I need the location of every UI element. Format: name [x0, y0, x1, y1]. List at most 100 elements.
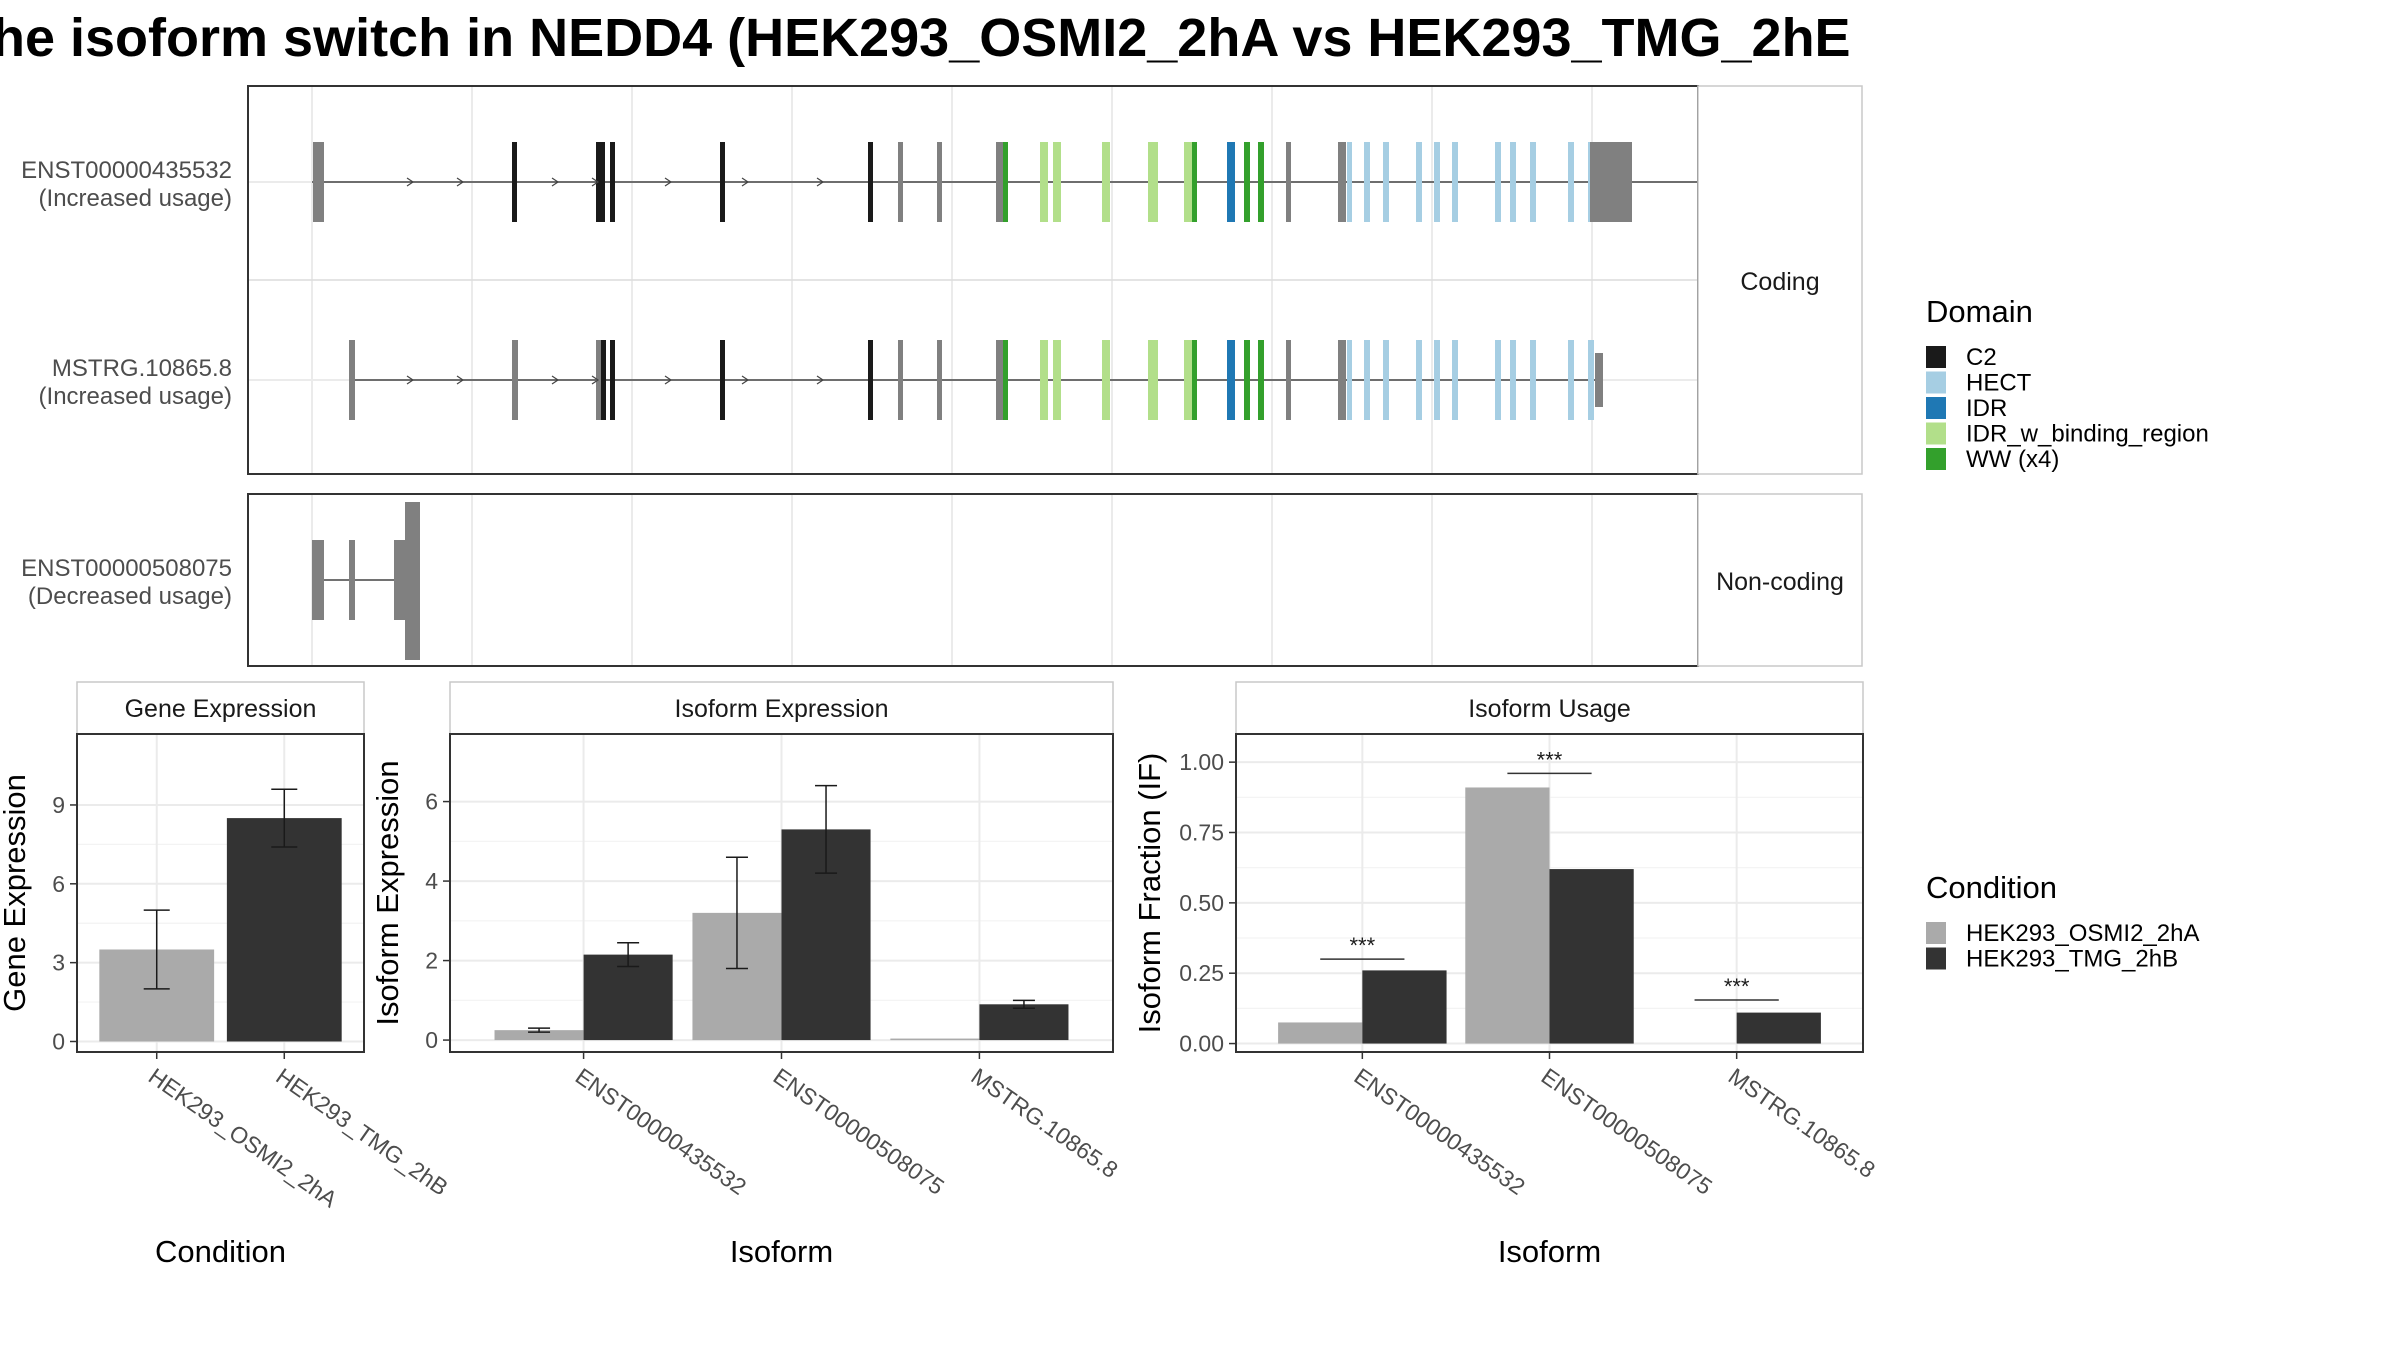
legend-label: IDR_w_binding_region	[1966, 421, 2209, 448]
exon	[1338, 340, 1346, 420]
exon	[1416, 340, 1422, 420]
isoform-structure-plot: CodingNon-codingENST00000435532(Increase…	[21, 85, 1863, 667]
exon	[1434, 340, 1440, 420]
noncoding-panel-bg	[248, 494, 1698, 666]
isoform-label-usage: (Increased usage)	[39, 185, 232, 212]
strand-arrow	[591, 375, 600, 385]
exon	[1383, 340, 1389, 420]
y-tick-label: 0.25	[1179, 960, 1224, 986]
exon	[610, 142, 615, 222]
exon	[1192, 142, 1197, 222]
exon	[1364, 142, 1370, 222]
y-tick-label: 6	[52, 871, 65, 897]
exon	[512, 142, 517, 222]
panel-border	[76, 733, 365, 1053]
utr-exon	[405, 502, 420, 660]
panel-title: Isoform Usage	[1468, 695, 1631, 723]
legend-label: HECT	[1966, 370, 2032, 397]
exon	[937, 340, 942, 420]
isoform-label-id: MSTRG.10865.8	[52, 355, 232, 382]
exon	[1530, 340, 1536, 420]
legend-label: IDR	[1966, 395, 2007, 422]
exon	[1568, 142, 1574, 222]
exon	[1040, 340, 1048, 420]
strand-arrow	[816, 375, 825, 385]
isoform-label-id: ENST00000508075	[21, 555, 232, 582]
y-tick-label: 0	[425, 1027, 438, 1053]
exon	[601, 340, 606, 420]
legend-swatch	[1926, 397, 1946, 419]
exon	[996, 340, 1003, 420]
panel-title: Isoform Expression	[675, 695, 889, 723]
x-tick-label: ENST00000435532	[571, 1063, 751, 1200]
exon	[1184, 340, 1192, 420]
exon	[610, 340, 615, 420]
x-tick-label: ENST00000508075	[769, 1063, 949, 1200]
exon	[868, 340, 873, 420]
exon	[720, 340, 725, 420]
coding-strip-label: Coding	[1740, 268, 1819, 296]
x-tick-label: MSTRG.10865.8	[1724, 1063, 1880, 1183]
strand-arrow	[741, 375, 750, 385]
strand-arrow	[664, 375, 673, 385]
exon	[320, 142, 324, 222]
legend-label: WW (x4)	[1966, 446, 2059, 473]
bar	[1465, 787, 1550, 1044]
y-tick-label: 2	[425, 948, 438, 974]
y-tick-label: 4	[425, 868, 438, 894]
legend-label: C2	[1966, 344, 1997, 371]
significance-label: ***	[1724, 974, 1750, 999]
bar	[226, 818, 342, 1042]
bar	[890, 1038, 980, 1041]
exon	[1227, 142, 1235, 222]
figure-title: he isoform switch in NEDD4 (HEK293_OSMI2…	[0, 8, 1851, 68]
strand-arrow	[551, 177, 560, 187]
legend-title: Domain	[1926, 294, 2033, 329]
isoform-usage-chart: Isoform Usage *** *** *** 0.00 0.25 0.50 0.75 1.…	[1132, 681, 1880, 1269]
bar	[494, 1030, 584, 1041]
exon	[898, 142, 903, 222]
isoform-ENST00000508075	[312, 502, 420, 660]
panel-title: Gene Expression	[125, 695, 317, 723]
isoform-MSTRG.10865.8	[349, 340, 1603, 420]
exon	[349, 340, 355, 420]
exon	[1452, 142, 1458, 222]
bar	[1278, 1022, 1363, 1044]
bar-charts: Gene Expression0369HEK293_OSMI2_2hAHEK29…	[0, 681, 1880, 1269]
exon	[1347, 340, 1352, 420]
exon	[1364, 340, 1370, 420]
exon	[1227, 340, 1235, 420]
y-tick-label: 1.00	[1179, 749, 1224, 775]
strand-arrow	[406, 177, 415, 187]
x-tick-label: ENST00000508075	[1537, 1063, 1717, 1200]
legend-swatch	[1926, 422, 1946, 445]
significance-label: ***	[1349, 933, 1375, 958]
exon	[1338, 142, 1346, 222]
strand-arrow	[816, 177, 825, 187]
exon	[1510, 340, 1516, 420]
exon	[596, 142, 605, 222]
utr-exon	[1590, 142, 1632, 222]
exon	[1003, 142, 1008, 222]
exon	[1258, 340, 1264, 420]
exon	[937, 142, 942, 222]
y-tick-label: 3	[52, 950, 65, 976]
legend-swatch	[1926, 346, 1946, 368]
exon	[1102, 340, 1110, 420]
exon	[1588, 340, 1594, 420]
legend-label: HEK293_OSMI2_2hA	[1966, 920, 2199, 947]
exon	[1495, 142, 1501, 222]
exon	[1495, 340, 1501, 420]
y-tick-label: 0.50	[1179, 890, 1224, 916]
exon	[349, 540, 355, 620]
exon	[1347, 142, 1352, 222]
exon	[512, 340, 518, 420]
y-tick-label: 6	[425, 789, 438, 815]
isoform-label-id: ENST00000435532	[21, 157, 232, 184]
exon	[1192, 340, 1197, 420]
exon	[1434, 142, 1440, 222]
exon	[1286, 142, 1291, 222]
